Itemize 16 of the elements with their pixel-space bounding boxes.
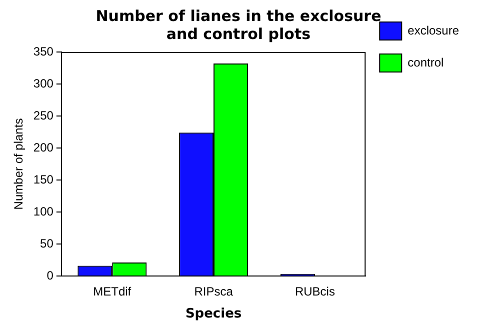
chart-title: Number of lianes in the exclosure and control plots (96, 6, 382, 43)
legend-label: control (408, 55, 444, 70)
y-axis-title: Number of plants (12, 118, 26, 210)
legend-label: exclosure (408, 23, 460, 38)
y-tick-label: 300 (33, 76, 54, 90)
y-tick-label: 100 (33, 204, 54, 218)
y-tick-label: 250 (33, 108, 54, 122)
y-tick-label: 200 (33, 140, 54, 154)
x-tick-label: RIPsca (194, 284, 234, 299)
x-tick-label: METdif (93, 284, 132, 299)
y-tick-label: 0 (46, 268, 54, 282)
y-tick-label: 150 (33, 172, 54, 186)
x-axis-title: Species (185, 306, 242, 322)
y-tick-label: 350 (33, 44, 54, 58)
x-tick-label: RUBcis (294, 284, 335, 299)
y-tick-label: 50 (40, 236, 54, 250)
